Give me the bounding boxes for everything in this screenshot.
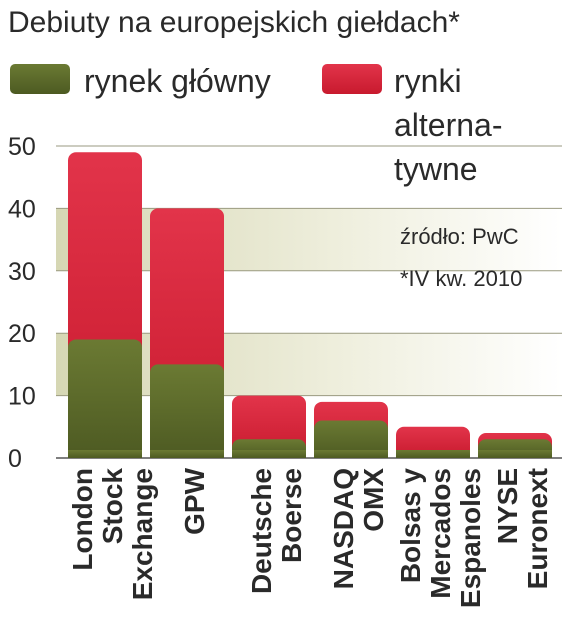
category-label: NASDAQ OMX (328, 468, 389, 590)
y-tick-label: 0 (8, 445, 22, 473)
y-tick-label: 50 (8, 133, 36, 161)
legend-swatch-alternative (322, 64, 382, 94)
bar-segment-main (68, 339, 142, 458)
legend-label-alternative: rynki alterna- tywne (394, 63, 511, 187)
bar-base (314, 450, 388, 458)
bar-base (150, 450, 224, 458)
category-label-line: GPW (179, 467, 210, 534)
footnote: *IV kw. 2010 (400, 266, 522, 291)
bar-base (478, 450, 552, 458)
legend-label-alternative-line: rynki (394, 63, 462, 99)
bar-base (396, 450, 470, 458)
category-label: GPW (179, 467, 210, 534)
category-label: NYSE Euronext (492, 468, 553, 589)
source-note: źródło: PwC (400, 224, 519, 249)
category-label: London Stock Exchange (67, 468, 158, 601)
y-tick-label: 10 (8, 383, 36, 411)
y-tick-label: 30 (8, 258, 36, 286)
bar-base (232, 450, 306, 458)
legend-swatch-main (10, 64, 70, 94)
category-label-line: NASDAQ (328, 468, 359, 589)
bars (68, 152, 552, 459)
category-label-line: Espanoles (455, 468, 486, 608)
chart-title: Debiuty na europejskich giełdach* (8, 6, 460, 39)
legend: rynek główny rynki alterna- tywne (10, 63, 511, 187)
category-label-line: Bolsas y (395, 468, 426, 584)
category-label-line: London (67, 468, 98, 571)
legend-label-alternative-line: tywne (394, 151, 478, 187)
legend-label-main: rynek główny (84, 63, 271, 99)
category-label-line: Mercados (425, 468, 456, 599)
legend-label-alternative-line: alterna- (394, 107, 503, 143)
category-label-line: Euronext (522, 468, 553, 589)
category-label-line: NYSE (492, 468, 523, 544)
category-label-line: OMX (358, 468, 389, 532)
x-axis: London Stock Exchange GPW Deutsche Boerse NASD… (67, 467, 553, 608)
bar-segment-main (314, 420, 388, 458)
y-axis: 0 10 20 30 40 50 (8, 133, 36, 473)
category-label-line: Exchange (127, 468, 158, 600)
category-label-line: Boerse (276, 468, 307, 563)
y-tick-label: 20 (8, 320, 36, 348)
category-label: Deutsche Boerse (246, 468, 307, 594)
y-tick-label: 40 (8, 195, 36, 223)
category-label-line: Stock (97, 468, 128, 545)
bar-segment-main (150, 364, 224, 458)
category-label-line: Deutsche (246, 468, 277, 594)
category-label: Bolsas y Mercados Espanoles (395, 468, 486, 608)
bar-base (68, 450, 142, 458)
